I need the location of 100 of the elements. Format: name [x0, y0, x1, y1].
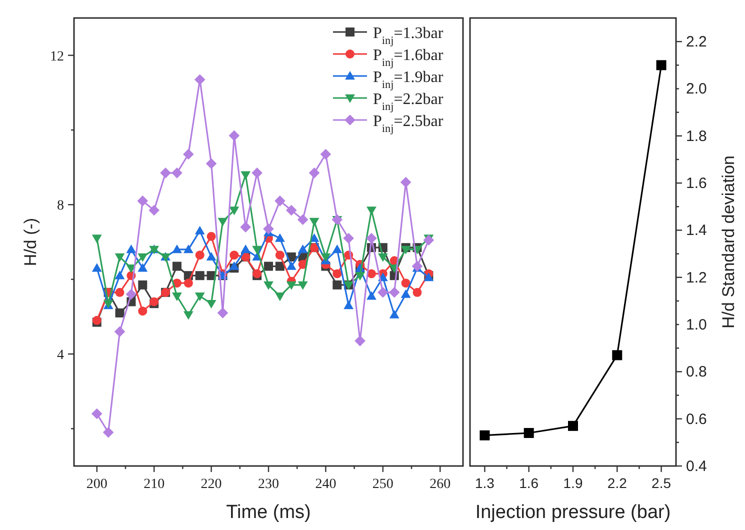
point [91, 408, 102, 420]
x-axis-title: Injection pressure (bar) [475, 502, 671, 523]
point [378, 287, 388, 298]
y2-tick-label: 1.0 [686, 316, 707, 334]
point [195, 271, 204, 280]
point [286, 204, 297, 216]
point [524, 428, 534, 438]
point [366, 206, 376, 216]
y2-tick-label: 1.2 [686, 269, 707, 286]
point [401, 278, 410, 288]
point [183, 244, 194, 254]
y2-tick-label: 0.8 [686, 364, 707, 381]
point [206, 252, 216, 261]
point [400, 289, 411, 298]
y-tick-label: 4 [57, 348, 64, 363]
x-tick-label: 210 [144, 477, 165, 492]
x-tick-label: 2.5 [652, 475, 672, 491]
point [115, 308, 124, 318]
point [332, 244, 342, 254]
y-tick-label: 12 [50, 49, 64, 64]
point [206, 158, 217, 169]
x-tick-label: 1.6 [519, 475, 539, 491]
point [217, 308, 228, 318]
point [138, 280, 148, 290]
point [286, 261, 296, 270]
point [400, 246, 411, 254]
point [148, 204, 160, 216]
point [366, 232, 377, 244]
point [412, 288, 422, 297]
y-axis-title: H/d (-) [21, 218, 40, 266]
point [252, 168, 262, 178]
point [183, 311, 194, 320]
point [172, 292, 182, 302]
point [160, 168, 171, 178]
point [388, 287, 400, 298]
y2-tick-label: 2.0 [686, 80, 707, 98]
point [480, 430, 490, 440]
y2-tick-label: 1.6 [686, 175, 707, 192]
point [102, 427, 114, 438]
point [308, 168, 320, 178]
point [389, 310, 400, 318]
x-tick-label: 230 [258, 477, 279, 492]
point [344, 300, 354, 310]
point [194, 292, 205, 302]
y2-tick-label: 1.8 [686, 128, 707, 145]
x-tick-label: 240 [315, 477, 336, 492]
point [172, 262, 182, 271]
point [230, 250, 239, 260]
point [92, 263, 102, 272]
legend-label: P$_{inj}$=2.5bar [373, 113, 444, 135]
point [206, 232, 216, 241]
point [354, 336, 366, 346]
y2-axis-title: H/d Standard deviation [719, 156, 738, 328]
point [297, 214, 308, 225]
point [172, 244, 182, 254]
y2-tick-label: 2.2 [686, 34, 707, 51]
x-tick-label: 250 [372, 477, 394, 492]
point [264, 281, 274, 290]
point [183, 148, 194, 160]
point [298, 244, 308, 254]
x-tick-label: 1.3 [474, 475, 495, 491]
point [138, 306, 148, 316]
point [298, 281, 308, 290]
point [114, 270, 125, 280]
x-axis-title: Time (ms) [226, 502, 311, 523]
point [332, 280, 342, 290]
legend-label: P$_{inj}$=2.2bar [373, 91, 444, 113]
x-tick-label: 220 [200, 477, 222, 492]
point [423, 234, 434, 246]
point [194, 226, 205, 234]
point [195, 250, 204, 260]
point [263, 224, 274, 234]
point [240, 171, 251, 180]
point [92, 234, 102, 244]
point [264, 262, 273, 271]
point [228, 130, 240, 141]
point [320, 253, 331, 262]
y2-tick-label: 0.6 [686, 410, 707, 428]
point [206, 300, 216, 309]
point [126, 288, 137, 300]
point [184, 278, 193, 288]
point [240, 222, 252, 232]
point [343, 232, 354, 244]
point [126, 244, 136, 254]
point [412, 260, 423, 272]
point [366, 291, 376, 300]
point [115, 288, 124, 297]
point [240, 244, 251, 254]
x-tick-label: 1.9 [563, 475, 583, 491]
point [138, 253, 148, 262]
x-tick-label: 200 [86, 477, 108, 492]
point [229, 261, 240, 270]
point [138, 263, 148, 272]
point [568, 420, 578, 431]
point [286, 281, 296, 290]
point [274, 292, 285, 302]
point [126, 264, 136, 274]
y-tick-label: 8 [57, 198, 64, 214]
point [320, 148, 332, 160]
x-tick-label: 260 [430, 477, 451, 492]
